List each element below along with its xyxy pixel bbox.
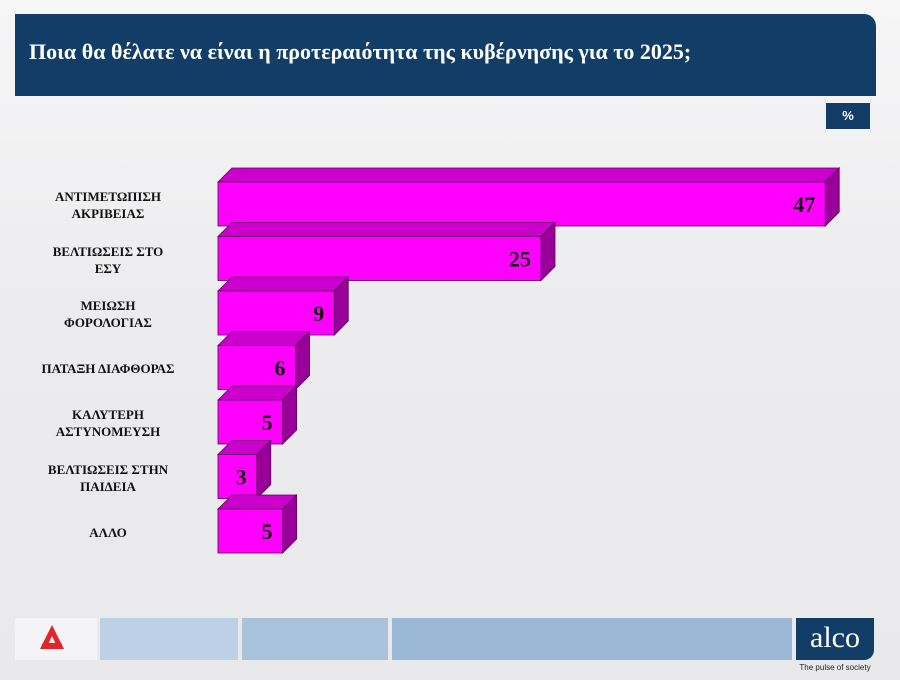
- category-label-4-line-1: ΑΣΤΥΝΟΜΕΥΣΗ: [55, 424, 161, 439]
- category-label-6: ΑΛΛΟ: [8, 524, 208, 541]
- category-label-5-line-0: ΒΕΛΤΙΩΣΕΙΣ ΣΤΗΝ: [47, 461, 169, 477]
- data-label-4: 5: [262, 410, 273, 435]
- unit-badge: %: [826, 103, 870, 129]
- data-label-5: 3: [236, 465, 247, 490]
- alpha-news-logo-icon: [40, 625, 64, 649]
- category-label-4: ΚΑΛΥΤΕΡΗ ΑΣΤΥΝΟΜΕΥΣΗ: [8, 406, 208, 440]
- data-label-1: 25: [509, 247, 531, 272]
- footer-band-2: [242, 618, 388, 660]
- bar-top-0: [217, 167, 841, 183]
- data-label-3: 6: [275, 356, 286, 381]
- category-label-1: ΒΕΛΤΙΩΣΕΙΣ ΣΤΟ ΕΣΥ: [8, 243, 208, 277]
- footer-band-1: [100, 618, 238, 660]
- title-banner: Ποια θα θέλατε να είναι η προτεραιότητα …: [15, 14, 876, 96]
- category-label-1-line-1: ΕΣΥ: [94, 260, 122, 276]
- alco-logo: alco: [796, 618, 874, 660]
- bar-1: [217, 236, 542, 281]
- category-label-3: ΠΑΤΑΞΗ ΔΙΑΦΘΟΡΑΣ: [8, 360, 208, 377]
- bar-6: [217, 508, 283, 554]
- bar-top-3: [217, 331, 311, 346]
- page-title: Ποια θα θέλατε να είναι η προτεραιότητα …: [29, 39, 692, 64]
- data-label-6: 5: [262, 519, 273, 544]
- category-label-3-line-0: ΠΑΤΑΞΗ ΔΙΑΦΘΟΡΑΣ: [41, 361, 175, 376]
- alco-tagline: The pulse of society: [799, 663, 871, 672]
- category-label-2-line-1: ΦΟΡΟΛΟΓΙΑΣ: [64, 315, 152, 330]
- footer-band-3: [392, 618, 792, 660]
- bar-chart: 47 25 9 6 5 3 5: [217, 167, 841, 554]
- category-label-1-line-0: ΒΕΛΤΙΩΣΕΙΣ ΣΤΟ: [52, 243, 164, 259]
- data-label-2: 9: [313, 301, 324, 326]
- category-label-0-line-0: ΑΝΤΙΜΕΤΩΠΙΣΗ: [54, 189, 162, 204]
- bar-0: [217, 181, 826, 227]
- category-label-6-line-0: ΑΛΛΟ: [89, 524, 127, 540]
- bar-5: [217, 454, 258, 499]
- category-label-2: ΜΕΙΩΣΗ ΦΟΡΟΛΟΓΙΑΣ: [8, 297, 208, 331]
- bar-4: [217, 399, 283, 445]
- category-label-5-line-1: ΠΑΙΔΕΙΑ: [80, 478, 136, 494]
- category-label-5: ΒΕΛΤΙΩΣΕΙΣ ΣΤΗΝ ΠΑΙΔΕΙΑ: [8, 461, 208, 495]
- bar-3: [217, 345, 296, 390]
- bar-2: [217, 290, 335, 336]
- category-label-2-line-0: ΜΕΙΩΣΗ: [80, 298, 136, 313]
- data-label-0: 47: [793, 192, 815, 217]
- bar-top-1: [217, 222, 556, 237]
- category-label-0: ΑΝΤΙΜΕΤΩΠΙΣΗ ΑΚΡΙΒΕΙΑΣ: [8, 188, 208, 222]
- category-label-4-line-0: ΚΑΛΥΤΕΡΗ: [72, 407, 144, 422]
- category-label-0-line-1: ΑΚΡΙΒΕΙΑΣ: [71, 206, 145, 221]
- bar-top-2: [217, 276, 350, 292]
